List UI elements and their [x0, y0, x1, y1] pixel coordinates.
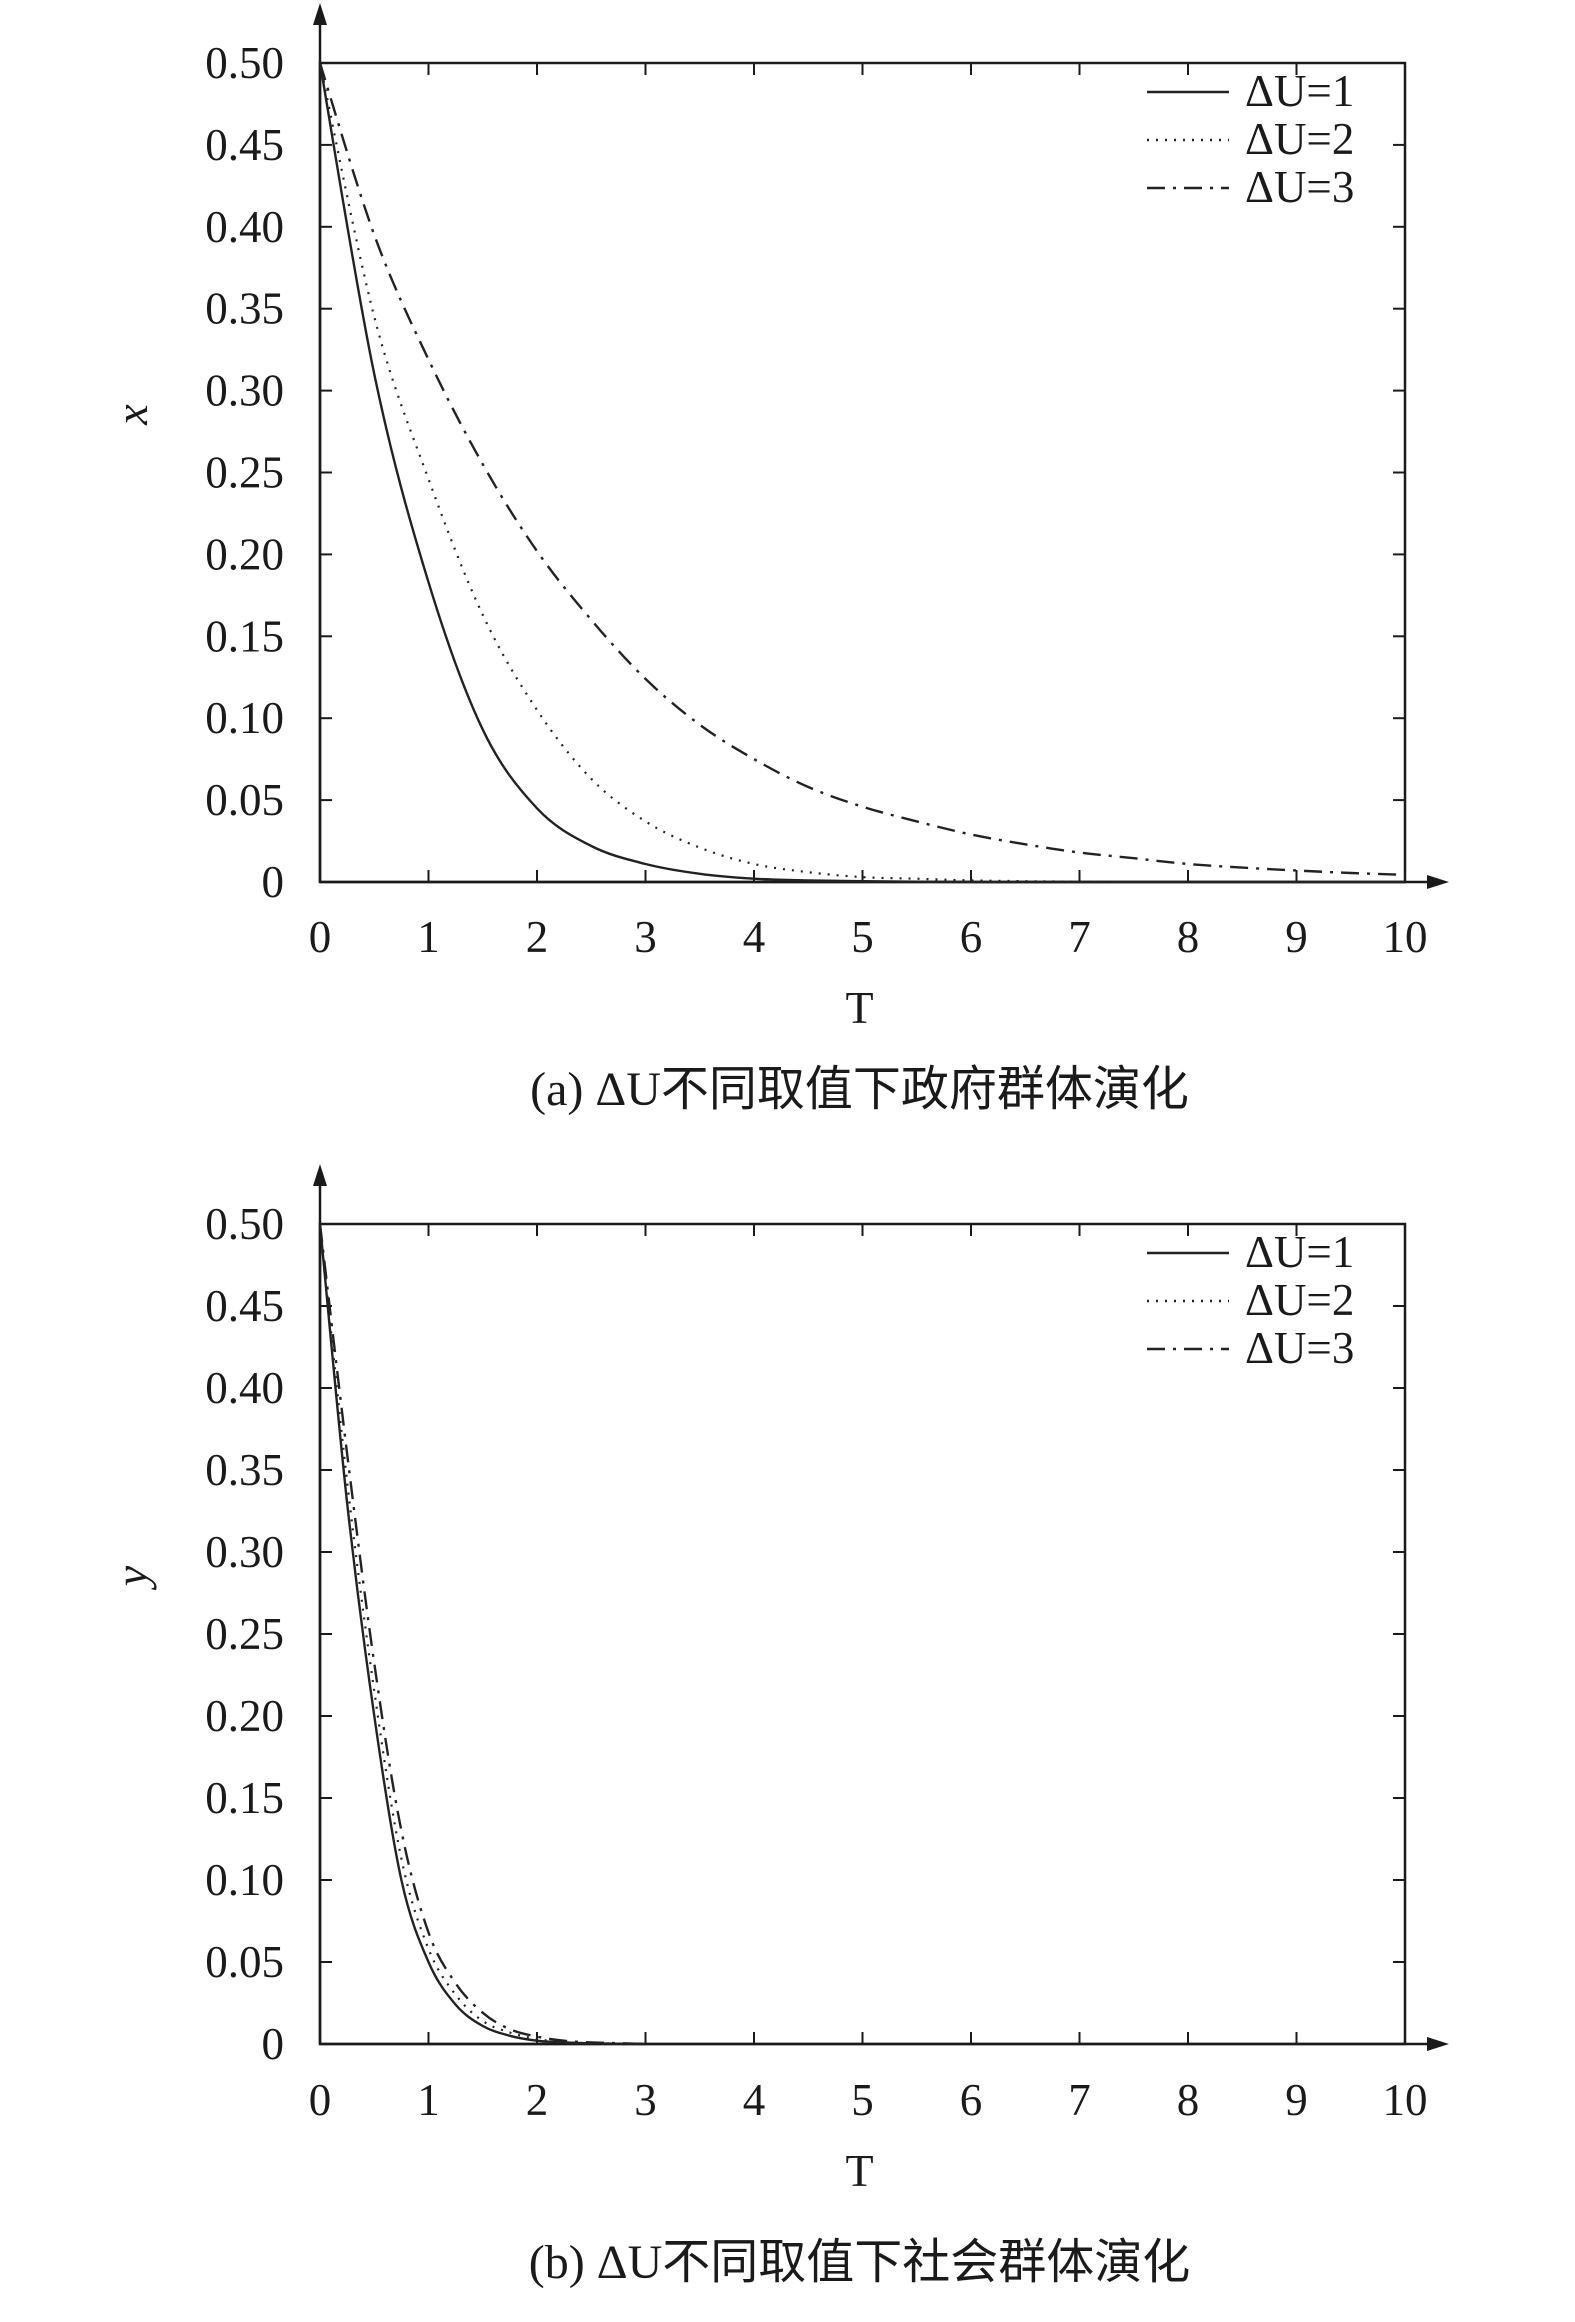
x-tick-label: 7 [1068, 912, 1091, 962]
y-tick-label: 0.05 [205, 775, 284, 825]
series-line-2 [318, 62, 1405, 884]
legend-label: ΔU=1 [1245, 1227, 1354, 1277]
x-tick-label: 6 [960, 912, 983, 962]
x-axis-label: T [845, 982, 873, 1033]
x-tick-label: 9 [1285, 912, 1308, 962]
x-tick-label: 2 [526, 912, 549, 962]
y-tick-label: 0.45 [205, 1281, 284, 1331]
x-axis-label: T [845, 2145, 873, 2196]
x-tick-label: 5 [851, 2075, 874, 2125]
x-tick-label: 10 [1383, 912, 1428, 962]
y-tick-label: 0.40 [205, 202, 284, 252]
chart-panel-a: 0 1 2 3 4 5 6 7 8 9 10 0 0.05 0.10 0.15 0.20 0.25 0.30 0.3… [106, 3, 1449, 1116]
x-tick-label: 9 [1285, 2075, 1308, 2125]
legend-label: ΔU=2 [1245, 114, 1354, 164]
y-tick-label: 0.15 [205, 1773, 284, 1823]
y-tick-label: 0.20 [205, 529, 284, 579]
x-tick-label: 8 [1177, 912, 1200, 962]
y-axis-arrow [313, 3, 327, 25]
y-tick-label: 0.30 [205, 366, 284, 416]
y-tick-label: 0.15 [205, 611, 284, 661]
y-axis-arrow [313, 1164, 327, 1186]
y-tick-label: 0.10 [205, 693, 284, 743]
figure-caption: (a) ΔU不同取值下政府群体演化 [530, 1063, 1189, 1116]
y-tick-label: 0.25 [205, 1609, 284, 1659]
y-tick-label: 0.30 [205, 1527, 284, 1577]
y-tick-label: 0 [262, 2019, 285, 2069]
series-line-2 [318, 1223, 646, 2046]
y-tick-label: 0 [262, 857, 285, 907]
series-line-1 [318, 1223, 646, 2046]
y-tick-label: 0.40 [205, 1363, 284, 1413]
x-tick-label: 3 [634, 912, 657, 962]
legend-label: ΔU=3 [1245, 1323, 1354, 1373]
y-tick-label: 0.35 [205, 1445, 284, 1495]
y-tick-label: 0.45 [205, 120, 284, 170]
legend-label: ΔU=1 [1245, 66, 1354, 116]
y-tick-label: 0.35 [205, 284, 284, 334]
y-tick-label: 0.50 [205, 1199, 284, 1249]
legend-label: ΔU=2 [1245, 1275, 1354, 1325]
x-tick-label: 8 [1177, 2075, 1200, 2125]
x-axis-arrow [1427, 875, 1449, 889]
y-tick-label: 0.10 [205, 1855, 284, 1905]
plot-frame [318, 61, 1407, 884]
x-tick-label: 4 [743, 2075, 766, 2125]
series-line-1 [318, 62, 1405, 884]
y-tick-label: 0.25 [205, 448, 284, 498]
x-tick-label: 4 [743, 912, 766, 962]
x-tick-label: 1 [417, 2075, 440, 2125]
y-axis-label: y [106, 1565, 157, 1590]
y-tick-label: 0.05 [205, 1937, 284, 1987]
x-tick-label: 5 [851, 912, 874, 962]
series-line-3 [318, 62, 1406, 876]
x-tick-label: 3 [634, 2075, 657, 2125]
figure-caption: (b) ΔU不同取值下社会群体演化 [529, 2236, 1191, 2289]
x-tick-label: 10 [1383, 2075, 1428, 2125]
series-line-3 [318, 1223, 646, 2046]
x-tick-label: 2 [526, 2075, 549, 2125]
x-tick-label: 6 [960, 2075, 983, 2125]
x-tick-label: 7 [1068, 2075, 1091, 2125]
x-tick-label: 0 [309, 912, 332, 962]
plot-frame [318, 1222, 1407, 2046]
x-tick-label: 1 [417, 912, 440, 962]
x-axis-arrow [1427, 2037, 1449, 2051]
legend-label: ΔU=3 [1245, 162, 1354, 212]
y-axis-label: x [106, 404, 157, 426]
y-tick-label: 0.50 [205, 38, 284, 88]
chart-panel-b: 0 1 2 3 4 5 6 7 8 9 10 0 0.05 0.10 0.15 0.20 0.25 0.30 0.3… [106, 1164, 1449, 2289]
x-tick-label: 0 [309, 2075, 332, 2125]
y-tick-label: 0.20 [205, 1691, 284, 1741]
